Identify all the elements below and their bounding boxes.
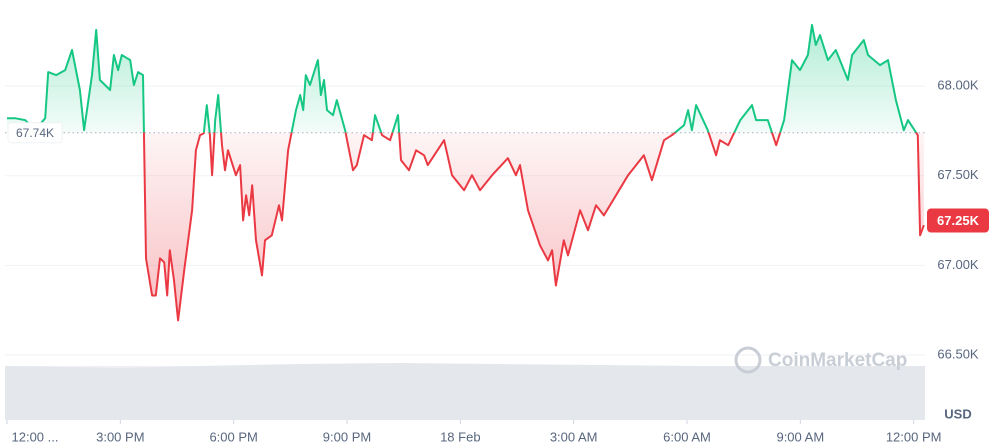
watermark: CoinMarketCap bbox=[734, 346, 907, 374]
unit-label: USD bbox=[944, 406, 971, 421]
x-tick-label: 3:00 AM bbox=[550, 429, 598, 444]
x-tick-label: 9:00 PM bbox=[323, 429, 371, 444]
x-tick-label: 12:00 PM bbox=[886, 429, 942, 444]
x-tick-label: 6:00 PM bbox=[209, 429, 257, 444]
x-tick-label: 12:00 ... bbox=[12, 429, 59, 444]
x-tick-label: 9:00 AM bbox=[776, 429, 824, 444]
y-tick-label: 66.50K bbox=[937, 346, 979, 361]
last-price-label: 67.25K bbox=[937, 213, 980, 228]
y-tick-label: 68.00K bbox=[937, 78, 979, 93]
baseline-label-box bbox=[7, 122, 63, 144]
y-tick-label: 67.50K bbox=[937, 167, 979, 182]
baseline-label: 67.74K bbox=[16, 126, 54, 140]
y-tick-label: 67.00K bbox=[937, 257, 979, 272]
x-tick-label: 6:00 AM bbox=[663, 429, 711, 444]
area bbox=[7, 24, 924, 321]
x-tick-label: 18 Feb bbox=[440, 429, 480, 444]
last-price-box bbox=[927, 208, 989, 233]
x-tick-label: 3:00 PM bbox=[96, 429, 144, 444]
volume-bars bbox=[5, 363, 925, 420]
watermark-text: CoinMarketCap bbox=[768, 350, 907, 371]
price-line bbox=[7, 23, 925, 322]
